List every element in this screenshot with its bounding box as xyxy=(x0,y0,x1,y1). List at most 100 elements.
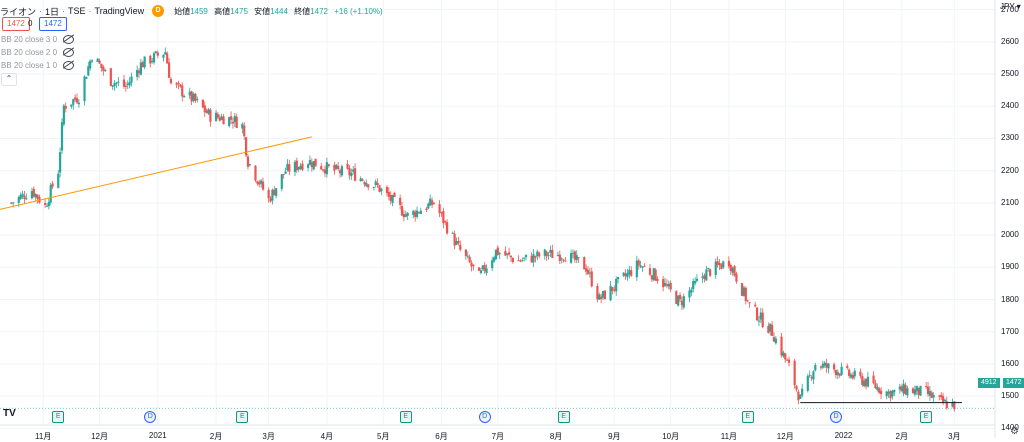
candle-body xyxy=(506,253,509,255)
earnings-event-icon[interactable]: E xyxy=(399,411,412,423)
price-tick-label: 1600 xyxy=(1001,358,1019,368)
candle-body xyxy=(819,366,823,368)
time-tick-label: 5月 xyxy=(377,432,390,441)
dividend-event-icon[interactable]: D xyxy=(829,411,842,423)
symbol-name[interactable]: ライオン xyxy=(0,6,37,17)
hidden-eye-icon[interactable] xyxy=(63,35,75,44)
candle-body xyxy=(137,70,141,74)
candle-body xyxy=(836,372,839,376)
time-tick-label: 12月 xyxy=(91,432,109,441)
candle-body xyxy=(85,76,88,79)
tradingview-logo[interactable]: TV xyxy=(3,408,16,419)
dividend-event-icon[interactable]: D xyxy=(478,411,491,423)
candle-body xyxy=(926,386,930,395)
candle-body xyxy=(59,152,62,173)
indicator-bb-3[interactable]: BB 20 close 1 0 xyxy=(1,61,75,70)
hidden-eye-icon[interactable] xyxy=(63,48,75,57)
candle-body xyxy=(744,287,747,302)
candle-body xyxy=(372,187,375,189)
gear-icon[interactable]: ⚙ xyxy=(1010,426,1019,437)
hidden-eye-icon[interactable] xyxy=(63,61,75,70)
dividend-event-icon[interactable]: D xyxy=(144,411,157,423)
candle-body xyxy=(192,93,195,101)
candle-body xyxy=(709,269,712,276)
price-tick-label: 2000 xyxy=(1001,230,1019,240)
candle-body xyxy=(288,164,291,172)
candle-body xyxy=(235,116,238,128)
candle-body xyxy=(834,370,838,376)
candle-body xyxy=(468,256,471,263)
candle-body xyxy=(521,260,524,262)
interval-label[interactable]: 1日 xyxy=(45,6,60,17)
price-tick-label: 1800 xyxy=(1001,294,1019,304)
chevron-up-icon[interactable]: ⌃ xyxy=(1,73,17,86)
price-tick-label: 2700 xyxy=(1001,4,1019,14)
price-tick-label: 1900 xyxy=(1001,262,1019,272)
candle-body xyxy=(136,70,139,77)
time-tick-label: 10月 xyxy=(662,432,680,441)
price-tick-label: 2300 xyxy=(1001,133,1019,143)
candle-body xyxy=(446,222,449,234)
candle-body xyxy=(380,188,383,192)
candle-body xyxy=(417,212,421,214)
candle-body xyxy=(389,195,392,201)
candle-body xyxy=(616,276,620,280)
candle-body xyxy=(573,251,576,260)
time-tick-label: 8月 xyxy=(549,432,563,441)
candle-body xyxy=(735,273,738,282)
earnings-event-icon[interactable]: E xyxy=(741,411,754,423)
candle-body xyxy=(43,203,47,205)
candle-body xyxy=(716,261,719,265)
candle-body xyxy=(130,76,133,83)
candle-body xyxy=(754,304,757,307)
candle-body xyxy=(128,82,131,86)
candle-body xyxy=(613,289,616,291)
candle-body xyxy=(598,294,601,300)
candle-body xyxy=(769,323,772,332)
earnings-event-icon[interactable]: E xyxy=(236,411,249,423)
candle-body xyxy=(630,270,633,276)
candle-body xyxy=(508,252,511,255)
candle-body xyxy=(453,233,456,246)
candle-body xyxy=(293,161,297,173)
candle-body xyxy=(812,371,815,380)
candle-body xyxy=(308,159,312,165)
candle-body xyxy=(906,388,909,396)
candle-body xyxy=(913,389,916,395)
buy-button[interactable]: 1472 xyxy=(39,17,67,31)
candle-body xyxy=(677,295,680,306)
candle-body xyxy=(260,180,263,184)
time-tick-label: 2022 xyxy=(834,431,853,440)
time-tick-label: 3月 xyxy=(262,432,275,441)
candle-body xyxy=(177,82,180,85)
candle-body xyxy=(492,257,496,262)
earnings-event-icon[interactable]: E xyxy=(920,411,933,423)
candle-body xyxy=(102,66,105,71)
delayed-data-badge[interactable]: D xyxy=(152,5,165,17)
candle-body xyxy=(692,281,695,290)
earnings-event-icon[interactable]: E xyxy=(557,411,570,423)
candle-body xyxy=(90,60,94,62)
price-tick-label: 1700 xyxy=(1001,326,1019,336)
indicator-bb-1[interactable]: BB 20 close 3 0 xyxy=(1,35,75,44)
earnings-event-icon[interactable]: E xyxy=(52,411,65,423)
candle-body xyxy=(650,275,653,280)
candle-body xyxy=(609,285,612,301)
candle-body xyxy=(244,137,248,156)
candle-body xyxy=(361,179,364,181)
candle-body xyxy=(141,62,144,68)
candle-body xyxy=(241,123,244,129)
candle-body xyxy=(203,105,206,113)
currency-selector[interactable]: JPY ▾ xyxy=(1000,2,1021,11)
candle-body xyxy=(49,185,52,203)
candle-body xyxy=(900,386,903,392)
candle-body xyxy=(348,167,351,176)
sell-button[interactable]: 1472 xyxy=(2,17,30,31)
candle-body xyxy=(30,191,34,199)
candle-body xyxy=(479,270,483,274)
candle-body xyxy=(406,212,409,216)
candle-body xyxy=(194,93,197,101)
candle-body xyxy=(530,255,533,263)
indicator-bb-2[interactable]: BB 20 close 2 0 xyxy=(1,48,75,57)
